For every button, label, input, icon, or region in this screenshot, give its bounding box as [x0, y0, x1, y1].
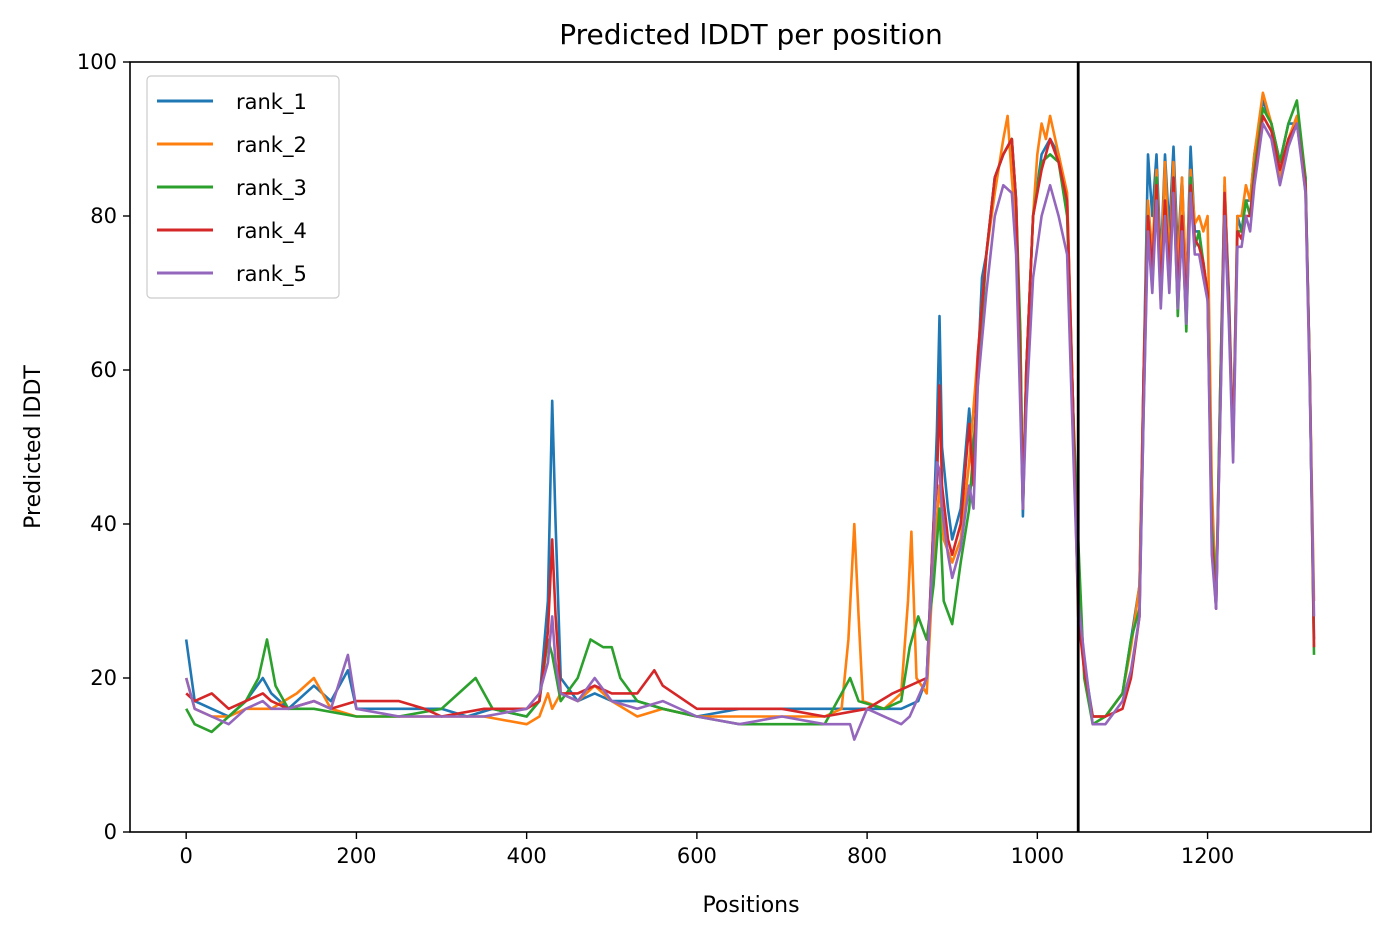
plot-frame — [129, 61, 1372, 833]
legend-label-rank_5: rank_5 — [236, 262, 307, 287]
x-tick-label: 0 — [179, 844, 192, 868]
x-tick-label: 200 — [336, 844, 376, 868]
x-tick-label: 1200 — [1181, 844, 1234, 868]
x-tick-label: 800 — [847, 844, 887, 868]
legend-label-rank_1: rank_1 — [236, 90, 307, 115]
x-tick-label: 600 — [677, 844, 717, 868]
series-line-rank_5 — [184, 122, 1316, 741]
legend-label-rank_4: rank_4 — [236, 219, 307, 244]
y-tick-label: 40 — [90, 512, 117, 536]
legend: rank_1 rank_2 rank_3 rank_4 rank_5 — [146, 75, 340, 299]
x-axis-label: Positions — [702, 893, 799, 918]
legend-frame — [146, 75, 340, 299]
y-axis: 0 20 40 60 80 100 — [77, 50, 130, 844]
x-axis: 0 200 400 600 800 1000 1200 — [179, 832, 1234, 868]
legend-label-rank_3: rank_3 — [236, 176, 307, 201]
x-tick-label: 400 — [507, 844, 547, 868]
chart-title: Predicted lDDT per position — [559, 18, 943, 51]
y-axis-label: Predicted lDDT — [21, 365, 46, 529]
legend-label-rank_2: rank_2 — [236, 133, 307, 158]
plot-lines — [184, 91, 1316, 741]
x-tick-label: 1000 — [1011, 844, 1064, 868]
y-tick-label: 60 — [90, 358, 117, 382]
y-tick-label: 100 — [77, 50, 117, 74]
y-tick-label: 20 — [90, 666, 117, 690]
y-tick-label: 0 — [104, 820, 117, 844]
y-tick-label: 80 — [90, 204, 117, 228]
